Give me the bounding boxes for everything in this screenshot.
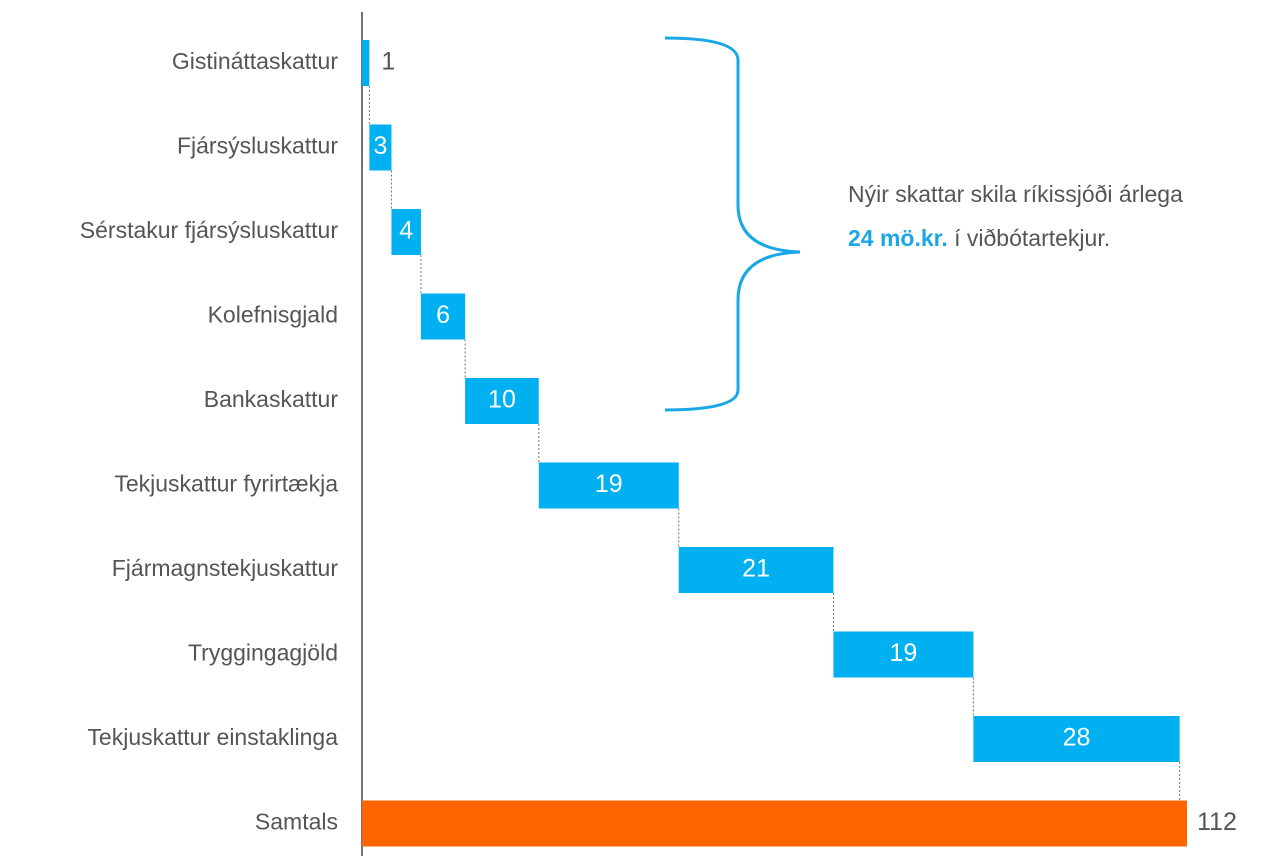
total-bar [362,800,1187,847]
category-label: Bankaskattur [204,386,339,412]
annotation-line2: 24 mö.kr. í viðbótartekjur. [848,225,1110,251]
value-label: 10 [488,386,516,414]
value-label: 21 [742,555,770,583]
bar [833,631,974,678]
category-label: Tekjuskattur einstaklinga [87,724,338,750]
category-label: Sérstakur fjársýsluskattur [80,217,339,243]
annotation-highlight: 24 mö.kr. [848,225,948,251]
category-label: Tekjuskattur fyrirtækja [114,471,338,497]
bar [391,209,421,255]
value-label: 19 [890,639,918,667]
bar [973,716,1180,762]
bar [362,40,370,86]
value-label: 6 [436,301,450,329]
bar [538,462,679,509]
brace [664,36,801,412]
annotation-line1: Nýir skattar skila ríkissjóði árlega [848,181,1183,207]
value-label: 112 [1197,808,1237,836]
value-label: 3 [373,132,387,160]
bar [420,293,466,340]
category-label: Gistináttaskattur [172,48,339,74]
category-label: Kolefnisgjald [208,302,338,328]
bar [678,547,834,593]
annotation-text: í viðbótartekjur. [954,225,1110,251]
value-label: 4 [399,217,413,245]
value-label: 1 [381,48,395,76]
value-label: 28 [1063,724,1091,752]
category-label: Samtals [255,809,338,835]
value-label: 19 [595,470,623,498]
category-label: Fjármagnstekjuskattur [112,555,339,581]
category-label: Fjársýsluskattur [177,133,338,159]
category-label: Tryggingagjöld [188,640,338,666]
bar [369,124,392,171]
bar [465,378,539,424]
